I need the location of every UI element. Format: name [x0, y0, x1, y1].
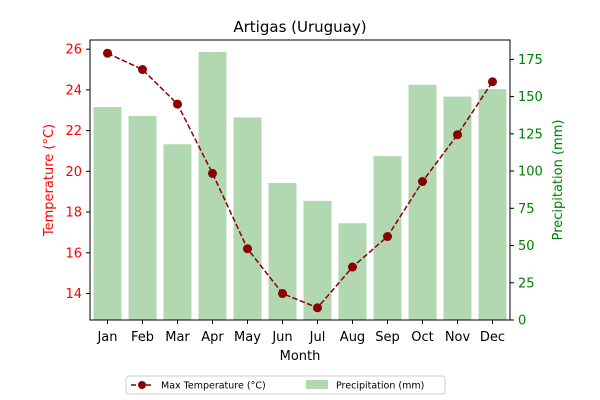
y-right-tick-label: 50 [518, 239, 535, 254]
precipitation-bars [93, 51, 507, 321]
y-left-tick-label: 18 [65, 206, 82, 221]
legend-box [125, 375, 446, 395]
temperature-point-aug [348, 262, 357, 272]
temperature-point-may [243, 244, 252, 254]
legend-temperature-label: Max Temperature (°C) [161, 381, 266, 392]
precipitation-bar-jul [303, 200, 332, 320]
temperature-point-nov [453, 130, 462, 140]
y-right-tick-label: 25 [518, 276, 535, 291]
precipitation-bar-jun [268, 182, 297, 320]
temperature-point-dec [488, 77, 497, 87]
y-left-tick-label: 24 [65, 83, 82, 98]
legend-precipitation-swatch-icon [306, 380, 328, 389]
y-right-tick-label: 175 [518, 53, 543, 68]
temperature-line [103, 48, 497, 313]
precipitation-bar-aug [338, 223, 367, 320]
y-axis-right-ticks: 0 25 50 75 100 125 150 175 [510, 53, 543, 329]
y-axis-left-ticks: 14 16 18 20 22 24 26 [65, 43, 90, 302]
temperature-point-oct [418, 177, 427, 187]
temperature-point-jan [103, 48, 112, 58]
y-right-tick-label: 100 [518, 165, 543, 180]
x-tick-label: Jun [271, 330, 292, 345]
precipitation-bar-jan [93, 107, 122, 321]
x-tick-label: Feb [131, 330, 154, 345]
y-left-tick-label: 26 [65, 43, 82, 58]
x-axis-label: Month [280, 349, 321, 364]
temperature-point-jun [278, 289, 287, 299]
chart-title: Artigas (Uruguay) [233, 18, 366, 36]
x-tick-label: Jan [96, 330, 117, 345]
y-right-tick-label: 75 [518, 202, 535, 217]
temperature-point-mar [173, 99, 182, 109]
legend-temperature-marker-icon [138, 381, 146, 389]
legend: Max Temperature (°C) Precipitation (mm) [125, 375, 446, 395]
x-tick-label: Dec [480, 330, 505, 345]
precipitation-bar-oct [408, 84, 437, 321]
y-right-tick-label: 150 [518, 90, 543, 105]
temperature-point-sep [383, 232, 392, 242]
x-tick-label: Nov [445, 330, 471, 345]
precipitation-bar-mar [163, 144, 192, 320]
temperature-point-apr [208, 168, 217, 178]
x-tick-label: Apr [201, 330, 224, 345]
y-left-tick-label: 14 [65, 287, 82, 302]
y-left-tick-label: 16 [65, 246, 82, 261]
x-tick-label: Jul [309, 330, 326, 345]
y-axis-left-label: Temperature (°C) [42, 124, 57, 237]
y-right-tick-label: 125 [518, 127, 543, 142]
x-tick-label: Aug [340, 330, 365, 345]
x-axis-ticks: Jan Feb Mar Apr May Jun Jul Aug Sep Oct Nov Dec [96, 320, 505, 345]
precipitation-bar-apr [198, 51, 227, 321]
temperature-point-feb [138, 65, 147, 75]
y-left-tick-label: 22 [65, 124, 82, 139]
x-tick-label: Mar [165, 330, 190, 345]
plot-frame [89, 39, 511, 321]
x-tick-label: Oct [411, 330, 433, 345]
y-right-tick-label: 0 [518, 314, 526, 329]
precipitation-bar-nov [443, 96, 472, 321]
y-left-tick-label: 20 [65, 165, 82, 180]
temperature-polyline [107, 52, 494, 309]
precipitation-bar-dec [478, 89, 507, 321]
legend-precipitation-label: Precipitation (mm) [336, 381, 424, 392]
x-tick-label: Sep [375, 330, 400, 345]
precipitation-bar-feb [128, 115, 157, 320]
temperature-point-jul [313, 303, 322, 313]
precipitation-bar-may [233, 117, 262, 320]
y-axis-right-label: Precipitation (mm) [551, 120, 566, 241]
x-tick-label: May [234, 330, 261, 345]
